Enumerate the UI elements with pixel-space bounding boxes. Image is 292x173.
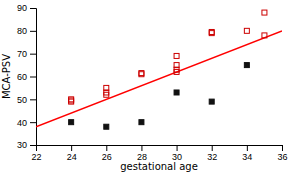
y-tick-mark [30, 77, 36, 78]
point [174, 90, 179, 95]
point [104, 92, 109, 97]
x-axis-title: gestational age [120, 161, 198, 172]
x-axis: 22 24 26 28 30 32 34 36 [31, 145, 287, 162]
y-tick: 50 [17, 95, 36, 105]
point [209, 29, 214, 34]
y-tick-label: 50 [17, 95, 27, 105]
point-series [69, 10, 267, 104]
x-tick: 32 [207, 145, 217, 162]
point [69, 120, 74, 125]
y-tick-label: 90 [17, 3, 27, 13]
x-tick: 30 [172, 145, 182, 162]
x-tick-label: 34 [242, 152, 252, 162]
y-tick-label: 40 [17, 118, 27, 128]
y-tick: 90 [17, 3, 36, 13]
x-tick-mark [141, 145, 142, 151]
plot: 22 24 26 28 30 32 34 36 30 40 50 60 70 80 90 [17, 3, 288, 162]
x-tick: 24 [67, 145, 77, 162]
y-axis-title: MCA-PSV [1, 54, 12, 99]
y-axis-line [30, 9, 37, 146]
y-tick: 60 [17, 72, 36, 82]
x-tick: 36 [277, 145, 287, 162]
y-tick-mark [30, 99, 36, 100]
x-tick: 22 [31, 145, 41, 162]
y-tick-mark [30, 145, 36, 146]
x-tick: 34 [242, 145, 252, 162]
y-tick-label: 80 [17, 26, 27, 36]
y-tick-mark [30, 8, 36, 9]
point [262, 33, 267, 38]
x-tick-label: 26 [102, 152, 112, 162]
x-tick: 26 [102, 145, 112, 162]
x-tick-label: 22 [31, 152, 41, 162]
point [139, 120, 144, 125]
y-tick-label: 30 [17, 140, 27, 150]
x-tick-mark [71, 145, 72, 151]
x-tick: 28 [137, 145, 147, 162]
x-axis-line [37, 146, 283, 152]
point [209, 99, 214, 104]
y-axis: 30 40 50 60 70 80 90 [17, 3, 37, 150]
y-tick-mark [30, 31, 36, 32]
y-tick-label: 70 [17, 49, 27, 59]
y-tick: 30 [17, 140, 36, 150]
chart: 22 24 26 28 30 32 34 36 30 40 50 60 70 80 90 gestationa… [0, 0, 292, 173]
x-tick-mark [212, 145, 213, 151]
point [244, 28, 249, 33]
point [104, 124, 109, 129]
y-tick-mark [30, 122, 36, 123]
point-series [69, 63, 250, 130]
x-tick-label: 24 [67, 152, 77, 162]
x-tick-mark [106, 145, 107, 151]
point [69, 98, 74, 103]
y-tick-label: 60 [17, 72, 27, 82]
point [174, 63, 179, 68]
point [244, 63, 249, 68]
point [139, 71, 144, 76]
y-tick: 80 [17, 26, 36, 36]
y-tick: 40 [17, 118, 36, 128]
x-tick-mark [247, 145, 248, 151]
x-tick-mark [282, 145, 283, 151]
point [174, 53, 179, 58]
point [104, 85, 109, 90]
y-tick: 70 [17, 49, 36, 59]
x-tick-label: 36 [277, 152, 287, 162]
line [36, 31, 282, 127]
x-tick-mark [177, 145, 178, 151]
x-tick-label: 32 [207, 152, 217, 162]
point [262, 10, 267, 15]
marks [36, 10, 282, 129]
y-tick-mark [30, 54, 36, 55]
